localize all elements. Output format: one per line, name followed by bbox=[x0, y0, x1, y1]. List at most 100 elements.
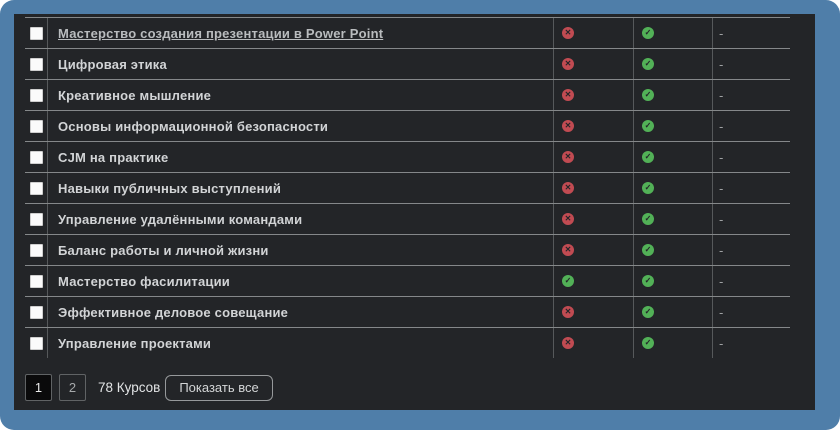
status-cell bbox=[633, 49, 712, 79]
course-link[interactable]: Мастерство фасилитации bbox=[58, 273, 231, 289]
cross-circle-icon bbox=[562, 58, 574, 70]
row-checkbox[interactable] bbox=[29, 336, 43, 350]
course-count-label: 78 Курсов bbox=[98, 380, 161, 395]
status-cell bbox=[553, 111, 633, 141]
table-row: Навыки публичных выступлений - bbox=[25, 173, 790, 204]
status-cell bbox=[553, 142, 633, 172]
empty-value: - bbox=[719, 273, 724, 289]
table-row: Основы информационной безопасности - bbox=[25, 111, 790, 142]
checkbox-cell bbox=[25, 111, 47, 141]
course-link[interactable]: Эффективное деловое совещание bbox=[58, 304, 289, 320]
course-link[interactable]: Управление удалёнными командами bbox=[58, 211, 303, 227]
extra-cell: - bbox=[712, 49, 790, 79]
row-checkbox[interactable] bbox=[29, 88, 43, 102]
checkbox-cell bbox=[25, 80, 47, 110]
check-circle-icon bbox=[642, 244, 654, 256]
course-link[interactable]: Навыки публичных выступлений bbox=[58, 180, 282, 196]
table-row: Цифровая этика - bbox=[25, 49, 790, 80]
row-checkbox[interactable] bbox=[29, 57, 43, 71]
status-cell bbox=[633, 173, 712, 203]
checkbox-cell bbox=[25, 49, 47, 79]
check-circle-icon bbox=[642, 337, 654, 349]
table-row: Эффективное деловое совещание - bbox=[25, 297, 790, 328]
status-cell bbox=[553, 266, 633, 296]
extra-cell: - bbox=[712, 204, 790, 234]
course-link[interactable]: Баланс работы и личной жизни bbox=[58, 242, 269, 258]
status-cell bbox=[633, 235, 712, 265]
checkbox-cell bbox=[25, 18, 47, 48]
empty-value: - bbox=[719, 335, 724, 351]
extra-cell: - bbox=[712, 142, 790, 172]
empty-value: - bbox=[719, 56, 724, 72]
check-circle-icon bbox=[642, 182, 654, 194]
status-cell bbox=[633, 297, 712, 327]
extra-cell: - bbox=[712, 18, 790, 48]
checkbox-cell bbox=[25, 235, 47, 265]
course-link[interactable]: Мастерство создания презентации в Power … bbox=[58, 25, 384, 41]
row-checkbox[interactable] bbox=[29, 305, 43, 319]
check-circle-icon bbox=[642, 58, 654, 70]
page-button-2[interactable]: 2 bbox=[59, 374, 86, 401]
check-circle-icon bbox=[642, 120, 654, 132]
status-cell bbox=[633, 266, 712, 296]
status-cell bbox=[553, 80, 633, 110]
status-cell bbox=[633, 204, 712, 234]
course-name-cell: Управление проектами bbox=[47, 328, 553, 358]
check-circle-icon bbox=[642, 275, 654, 287]
checkbox-cell bbox=[25, 142, 47, 172]
empty-value: - bbox=[719, 87, 724, 103]
checkbox-cell bbox=[25, 328, 47, 358]
status-cell bbox=[553, 173, 633, 203]
cross-circle-icon bbox=[562, 337, 574, 349]
row-checkbox[interactable] bbox=[29, 243, 43, 257]
course-name-cell: Основы информационной безопасности bbox=[47, 111, 553, 141]
extra-cell: - bbox=[712, 235, 790, 265]
empty-value: - bbox=[719, 242, 724, 258]
row-checkbox[interactable] bbox=[29, 274, 43, 288]
empty-value: - bbox=[719, 149, 724, 165]
row-checkbox[interactable] bbox=[29, 181, 43, 195]
checkbox-cell bbox=[25, 297, 47, 327]
content-panel: Мастерство создания презентации в Power … bbox=[14, 14, 815, 410]
page-button-1[interactable]: 1 bbox=[25, 374, 52, 401]
extra-cell: - bbox=[712, 328, 790, 358]
course-name-cell: Мастерство фасилитации bbox=[47, 266, 553, 296]
extra-cell: - bbox=[712, 80, 790, 110]
table-row: Управление удалёнными командами - bbox=[25, 204, 790, 235]
show-all-button[interactable]: Показать все bbox=[165, 374, 273, 401]
extra-cell: - bbox=[712, 173, 790, 203]
status-cell bbox=[553, 297, 633, 327]
course-link[interactable]: CJM на практике bbox=[58, 149, 169, 165]
table-row: Мастерство создания презентации в Power … bbox=[25, 18, 790, 49]
extra-cell: - bbox=[712, 266, 790, 296]
status-cell bbox=[633, 18, 712, 48]
course-link[interactable]: Креативное мышление bbox=[58, 87, 212, 103]
check-circle-icon bbox=[642, 213, 654, 225]
course-link[interactable]: Управление проектами bbox=[58, 335, 212, 351]
check-circle-icon bbox=[642, 27, 654, 39]
row-checkbox[interactable] bbox=[29, 26, 43, 40]
empty-value: - bbox=[719, 304, 724, 320]
row-checkbox[interactable] bbox=[29, 119, 43, 133]
check-circle-icon bbox=[562, 275, 574, 287]
row-checkbox[interactable] bbox=[29, 212, 43, 226]
status-cell bbox=[633, 80, 712, 110]
empty-value: - bbox=[719, 180, 724, 196]
checkbox-cell bbox=[25, 266, 47, 296]
course-name-cell: Управление удалёнными командами bbox=[47, 204, 553, 234]
row-checkbox[interactable] bbox=[29, 150, 43, 164]
status-cell bbox=[553, 49, 633, 79]
status-cell bbox=[633, 142, 712, 172]
extra-cell: - bbox=[712, 297, 790, 327]
table-row: Креативное мышление - bbox=[25, 80, 790, 111]
cross-circle-icon bbox=[562, 151, 574, 163]
course-name-cell: Эффективное деловое совещание bbox=[47, 297, 553, 327]
cross-circle-icon bbox=[562, 120, 574, 132]
course-name-cell: Мастерство создания презентации в Power … bbox=[47, 18, 553, 48]
check-circle-icon bbox=[642, 89, 654, 101]
course-link[interactable]: Основы информационной безопасности bbox=[58, 118, 329, 134]
courses-table: Мастерство создания презентации в Power … bbox=[25, 17, 790, 358]
cross-circle-icon bbox=[562, 213, 574, 225]
course-link[interactable]: Цифровая этика bbox=[58, 56, 167, 72]
